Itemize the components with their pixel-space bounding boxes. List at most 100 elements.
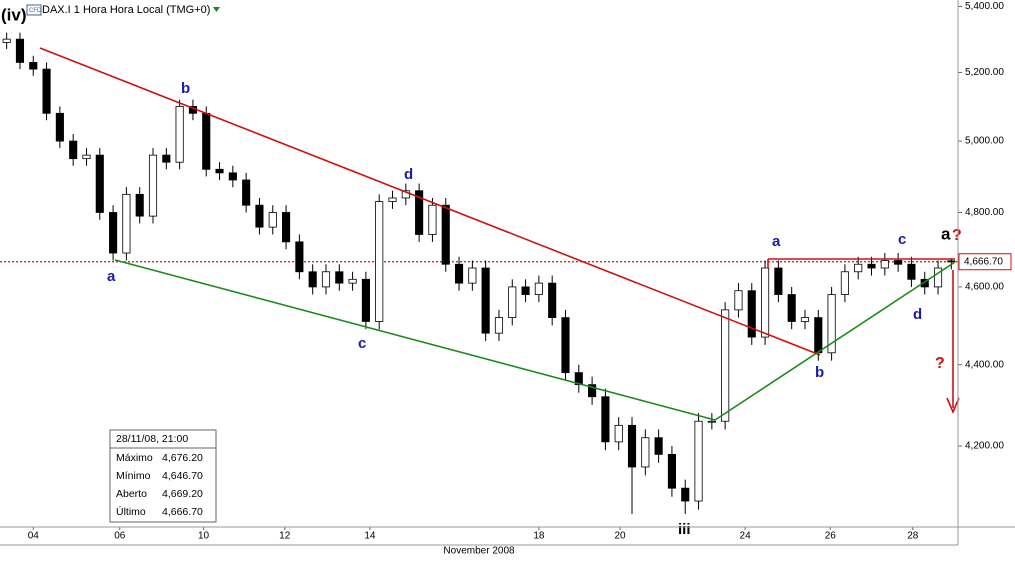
wave-label: a bbox=[941, 224, 951, 243]
info-key: Máximo bbox=[116, 452, 153, 464]
candle-body bbox=[95, 154, 104, 213]
candle-body bbox=[361, 278, 370, 322]
wave-label: d bbox=[404, 166, 413, 183]
candle-body bbox=[441, 204, 450, 265]
x-tick-label: 18 bbox=[533, 531, 545, 542]
wave-label: ? bbox=[935, 355, 945, 372]
y-tick-label: 5,200.00 bbox=[965, 67, 1004, 78]
candle-body bbox=[175, 106, 184, 163]
candle-body bbox=[335, 271, 344, 284]
info-date: 28/11/08, 21:00 bbox=[116, 433, 188, 445]
wave-label: a bbox=[772, 233, 781, 250]
candle-body bbox=[215, 168, 224, 174]
candle-body bbox=[694, 420, 703, 502]
info-value: 4,666.70 bbox=[162, 506, 203, 518]
candle-body bbox=[122, 193, 131, 254]
candle-body bbox=[242, 179, 251, 206]
chart-title[interactable]: DAX.I 1 Hora Hora Local (TMG+0) bbox=[42, 4, 210, 16]
wave-label: (iv) bbox=[1, 5, 27, 24]
dropdown[interactable] bbox=[213, 7, 220, 12]
wave-label: b bbox=[815, 364, 824, 381]
last-price-label: 4,666.70 bbox=[964, 256, 1003, 267]
candle-body bbox=[721, 309, 730, 422]
candle-body bbox=[135, 193, 144, 217]
candle-body bbox=[907, 263, 916, 280]
x-tick-label: 26 bbox=[825, 531, 837, 542]
candle-body bbox=[747, 290, 756, 338]
candle-body bbox=[109, 212, 118, 254]
candle-body bbox=[148, 154, 158, 217]
candle-body bbox=[202, 112, 211, 170]
x-tick-label: 24 bbox=[740, 531, 752, 542]
candle-body bbox=[494, 317, 504, 334]
info-box: 28/11/08, 21:00 Máximo 4,676.20 Mínimo 4… bbox=[109, 429, 217, 523]
wave-label: c bbox=[358, 335, 366, 352]
x-tick-label: 10 bbox=[198, 531, 210, 542]
info-key: Mínimo bbox=[116, 470, 151, 482]
resistance-line bbox=[39, 47, 821, 356]
candle-body bbox=[55, 112, 64, 142]
candle-body bbox=[707, 420, 716, 423]
candle-body bbox=[415, 190, 424, 235]
candle-body bbox=[774, 267, 783, 295]
x-tick-label: 12 bbox=[279, 531, 291, 542]
badge-text: CFD bbox=[29, 8, 42, 14]
candle-body bbox=[548, 282, 557, 319]
candle-body bbox=[308, 271, 317, 288]
x-tick-label: 14 bbox=[364, 531, 376, 542]
candle-body bbox=[321, 271, 331, 288]
last-price-tag bbox=[958, 253, 1012, 271]
x-axis-label: November 2008 bbox=[443, 546, 515, 557]
wave-label: b bbox=[181, 80, 190, 97]
x-tick-label: 28 bbox=[907, 531, 919, 542]
y-tick-label: 4,800.00 bbox=[965, 207, 1004, 218]
candle-body bbox=[588, 384, 597, 398]
badge bbox=[26, 4, 42, 16]
y-tick-label: 4,600.00 bbox=[965, 282, 1004, 293]
candle-body bbox=[255, 204, 264, 228]
candle-body bbox=[561, 317, 570, 374]
candles bbox=[2, 32, 956, 514]
support-line bbox=[114, 259, 716, 421]
candle-body bbox=[228, 172, 237, 181]
support-line bbox=[714, 261, 956, 421]
wave-label: c bbox=[898, 231, 906, 248]
candle-body bbox=[667, 453, 676, 489]
candle-body bbox=[827, 294, 836, 354]
candle-body bbox=[654, 437, 663, 455]
candle-body bbox=[933, 267, 943, 288]
wave-label: a bbox=[107, 268, 116, 285]
candle-body bbox=[761, 267, 770, 338]
candle-body bbox=[348, 278, 357, 284]
candle-body bbox=[627, 424, 637, 468]
candle-body bbox=[894, 260, 903, 265]
candle-body bbox=[867, 263, 876, 269]
y-tick-label: 4,400.00 bbox=[965, 359, 1004, 370]
candle-body bbox=[947, 260, 956, 263]
candle-body bbox=[428, 204, 437, 235]
info-key: Último bbox=[116, 505, 146, 518]
candle-body bbox=[481, 267, 490, 334]
candle-body bbox=[295, 241, 304, 273]
y-tick-label: 5,400.00 bbox=[965, 1, 1004, 12]
candle-body bbox=[534, 282, 543, 295]
candle-body bbox=[454, 263, 464, 284]
info-value: 4,676.20 bbox=[162, 452, 203, 464]
candle-body bbox=[734, 290, 743, 311]
candle-body bbox=[2, 38, 11, 43]
candle-body bbox=[601, 396, 610, 443]
candle-body bbox=[29, 62, 38, 70]
candle-body bbox=[641, 437, 650, 468]
info-key: Aberto bbox=[116, 488, 147, 500]
candle-body bbox=[574, 372, 583, 386]
candle-body bbox=[854, 263, 863, 273]
candle-body bbox=[15, 38, 25, 63]
x-tick-label: 06 bbox=[114, 531, 126, 542]
candle-body bbox=[614, 424, 623, 443]
candle-body bbox=[920, 278, 929, 288]
candle-body bbox=[681, 487, 690, 502]
candle-body bbox=[468, 267, 477, 284]
wave-label: ? bbox=[952, 227, 962, 244]
candle-body bbox=[388, 197, 397, 202]
